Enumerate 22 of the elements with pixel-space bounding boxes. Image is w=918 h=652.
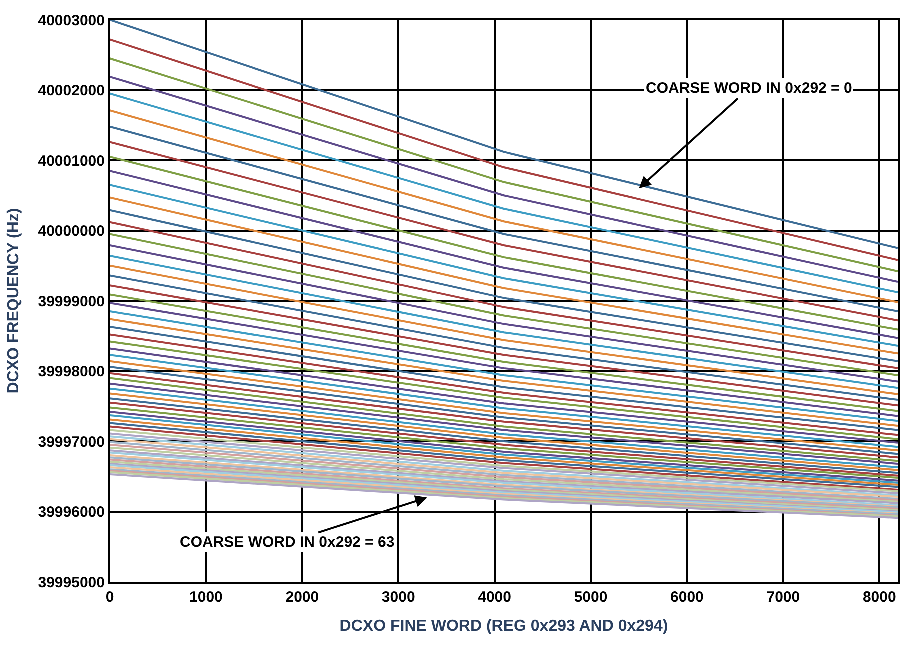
y-tick-label: 39997000: [38, 434, 105, 451]
x-tick-label: 4000: [478, 589, 512, 606]
x-tick-label: 3000: [382, 589, 416, 606]
y-tick-label: 40003000: [38, 12, 105, 30]
x-tick-label: 0: [106, 589, 114, 606]
y-tick-label: 39995000: [38, 574, 105, 592]
y-tick-label: 39999000: [38, 293, 105, 310]
x-tick-label: 2000: [286, 589, 320, 606]
x-tick-label: 6000: [670, 589, 704, 606]
x-tick-label: 8000: [862, 589, 896, 606]
y-tick-label: 39996000: [38, 504, 105, 521]
annotation: COARSE WORD IN 0x292 = 63: [180, 534, 395, 551]
y-tick-label: 39998000: [38, 364, 105, 380]
y-axis-title: DCXO FREQUENCY (Hz): [6, 208, 23, 394]
y-tick-label: 40001000: [38, 152, 105, 170]
x-tick-label: 5000: [574, 589, 608, 606]
x-tick-label: 1000: [190, 589, 223, 606]
y-tick-label: 40000000: [38, 223, 105, 240]
x-tick-label: 7000: [766, 589, 800, 606]
y-tick-label: 40002000: [38, 82, 105, 100]
annotation: COARSE WORD IN 0x292 = 0: [646, 80, 852, 97]
x-axis-title: DCXO FINE WORD (REG 0x293 AND 0x294): [340, 618, 668, 636]
